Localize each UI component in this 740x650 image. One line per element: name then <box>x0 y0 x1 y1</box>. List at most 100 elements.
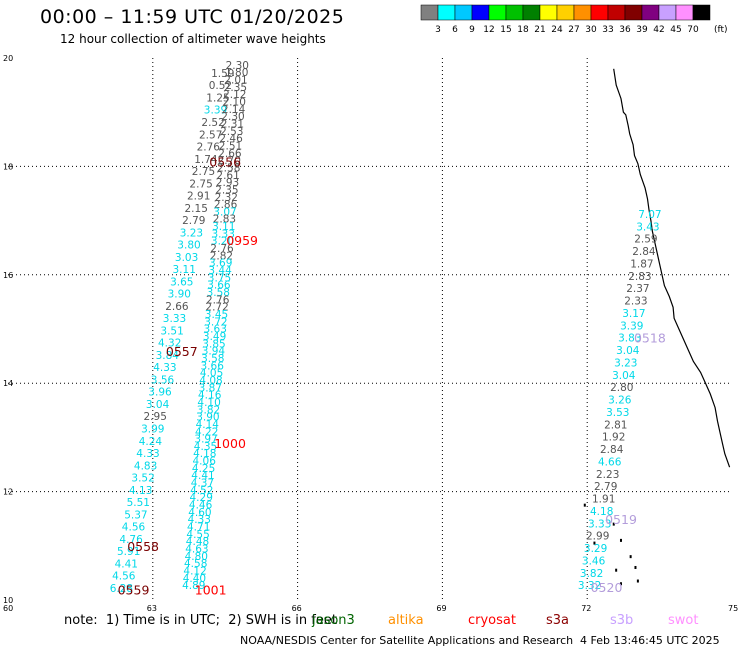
wave-height-label: 3.45 <box>205 309 228 321</box>
wave-height-label: 3.90 <box>196 412 219 424</box>
pass-time-label: 0558 <box>127 539 159 554</box>
wave-height-label: 3.65 <box>170 276 193 288</box>
wave-height-label: 3.82 <box>197 404 220 416</box>
wave-height-label: 3.44 <box>208 265 232 277</box>
wave-height-label: 3.17 <box>622 308 645 320</box>
wave-height-label: 7.07 <box>638 209 661 221</box>
island-mark <box>636 579 639 583</box>
pass-time-label: 0518 <box>634 331 666 346</box>
wave-height-label: 2.95 <box>144 411 167 423</box>
legend-swatch <box>675 4 694 21</box>
wave-height-label: 3.49 <box>203 331 226 343</box>
wave-height-label: 2.32 <box>215 192 238 204</box>
map-subtitle: 12 hour collection of altimeter wave hei… <box>60 32 326 46</box>
satellite-legend-jason3: jason3 <box>312 613 355 628</box>
wave-height-label: 3.94 <box>202 346 226 358</box>
wave-height-label: 4.66 <box>598 456 622 468</box>
wave-height-label: 3.96 <box>148 387 172 399</box>
satellite-tracks: 1.590.521.253.392.522.572.761.742.752.75… <box>110 60 662 595</box>
pass-time-label: 0959 <box>226 233 258 248</box>
pass-time-labels: 0556 0959 0557 1000 0558 0559 1001 0518 0519 0520 <box>118 154 666 597</box>
pass-time-label: 0557 <box>166 344 198 359</box>
wave-height-label: 3.66 <box>201 360 225 372</box>
wave-height-label: 4.16 <box>198 390 222 402</box>
island-mark <box>612 522 615 526</box>
pass-time-label: 0519 <box>605 512 637 527</box>
wave-height-label: 2.46 <box>219 133 243 145</box>
legend-tick-label: 9 <box>469 25 475 34</box>
wave-height-label: 2.80 <box>610 382 633 394</box>
legend-swatch <box>505 4 524 21</box>
legend-tick-label: 33 <box>602 25 613 34</box>
wave-height-label: 4.89 <box>182 580 205 592</box>
wave-height-label: 4.33 <box>188 514 211 526</box>
legend-swatch <box>437 4 456 21</box>
wave-height-label: 4.48 <box>186 536 209 548</box>
legend-tick-label: 36 <box>619 25 631 34</box>
legend-tick-label: 30 <box>585 25 597 34</box>
legend-swatch <box>556 4 575 21</box>
wave-height-label: 2.31 <box>221 119 244 131</box>
wave-height-label: 3.82 <box>580 568 603 580</box>
y-tick-label: 14 <box>3 379 13 388</box>
legend-tick-label: 6 <box>452 25 458 34</box>
wave-height-label: 3.83 <box>618 333 641 345</box>
wave-height-label: 3.03 <box>175 252 198 264</box>
wave-height-label: 3.52 <box>131 473 154 485</box>
wave-height-label: 2.14 <box>222 104 246 116</box>
middle-track: 2.301.802.012.352.122.102.142.302.312.53… <box>182 60 249 592</box>
legend-swatch <box>624 4 643 21</box>
legend-tick-label: 42 <box>653 25 664 34</box>
satellite-legend-swot: swot <box>668 613 699 628</box>
wave-height-label: 3.97 <box>194 434 217 446</box>
island-mark <box>629 555 632 559</box>
wave-height-label: 2.99 <box>586 531 609 543</box>
wave-height-label: 3.66 <box>207 280 231 292</box>
legend-swatch <box>454 4 473 21</box>
wave-height-label: 4.41 <box>115 558 138 570</box>
wave-height-label: 4.35 <box>194 441 217 453</box>
wave-height-label: 4.25 <box>192 463 215 475</box>
wave-height-label: 3.32 <box>578 580 601 592</box>
wave-height-label: 4.37 <box>191 478 214 490</box>
wave-height-label: 3.04 <box>146 399 170 411</box>
wave-height-label: 2.84 <box>632 246 656 258</box>
wave-height-label: 4.14 <box>196 419 220 431</box>
wave-height-label: 2.91 <box>187 191 210 203</box>
wave-height-label: 3.23 <box>180 227 203 239</box>
satellite-legend-altika: altika <box>388 613 424 628</box>
wave-height-label: 4.55 <box>186 529 209 541</box>
wave-height-label: 2.66 <box>165 301 189 313</box>
wave-height-label: 2.75 <box>192 166 215 178</box>
color-legend: 3 6 9 12 15 18 21 24 27 30 33 36 39 42 45 70 (ft) <box>420 4 728 34</box>
legend-tick-label: 21 <box>534 25 545 34</box>
wave-height-label: 4.06 <box>193 456 217 468</box>
wave-height-label: 1.91 <box>592 494 615 506</box>
y-tick-label: 16 <box>3 271 13 280</box>
wave-height-label: 4.46 <box>189 500 213 512</box>
wave-height-label: 3.39 <box>620 320 643 332</box>
x-tick-label: 63 <box>147 604 157 613</box>
wave-height-label: 2.35 <box>224 82 247 94</box>
legend-swatch <box>641 4 660 21</box>
wave-height-label: 3.29 <box>584 543 607 555</box>
wave-height-label: 3.63 <box>204 324 227 336</box>
wave-height-label: 2.70 <box>218 155 241 167</box>
wave-height-label: 2.86 <box>214 199 238 211</box>
wave-height-label: 2.59 <box>634 234 657 246</box>
west-track: 1.590.521.253.392.522.572.761.742.752.75… <box>110 68 235 595</box>
legend-unit-label: (ft) <box>714 25 728 34</box>
pass-time-label: 1000 <box>214 436 246 451</box>
generation-timestamp: 4 Feb 13:46:45 UTC 2025 <box>580 634 720 647</box>
wave-height-label: 1.59 <box>211 68 234 80</box>
x-tick-label: 75 <box>728 604 738 613</box>
pass-time-label: 0559 <box>118 583 150 598</box>
wave-height-label: 1.92 <box>602 432 625 444</box>
satellite-legend-s3b: s3b <box>610 613 634 628</box>
wave-height-label: 5.91 <box>117 546 140 558</box>
wave-height-label: 4.63 <box>185 544 208 556</box>
wave-height-label: 4.33 <box>153 362 176 374</box>
wave-height-label: 3.51 <box>160 325 183 337</box>
wave-height-label: 1.74 <box>194 154 218 166</box>
legend-tick-label: 12 <box>483 25 494 34</box>
